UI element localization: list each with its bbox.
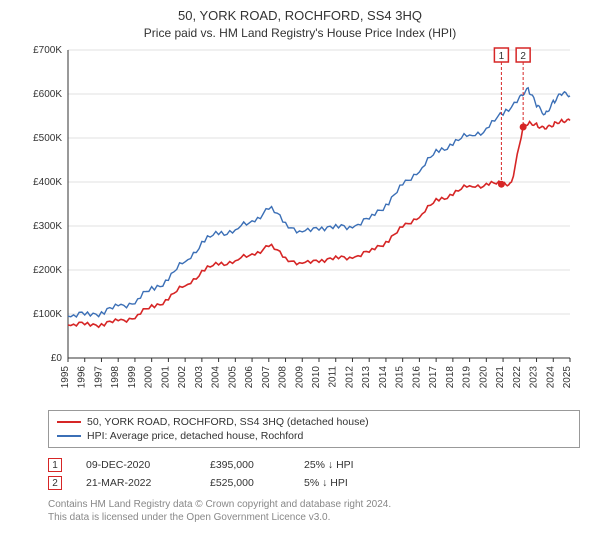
- chart-subtitle: Price paid vs. HM Land Registry's House …: [0, 23, 600, 44]
- svg-text:2023: 2023: [529, 366, 540, 389]
- svg-text:2: 2: [520, 51, 526, 62]
- svg-text:2000: 2000: [144, 366, 155, 389]
- svg-text:£300K: £300K: [33, 221, 62, 232]
- legend-swatch: [57, 435, 81, 437]
- svg-text:1997: 1997: [93, 366, 104, 389]
- legend-row: HPI: Average price, detached house, Roch…: [57, 429, 571, 443]
- svg-text:2004: 2004: [211, 366, 222, 389]
- chart-plot-area: £0 £100K £200K £300K £400K £500K £600K £700K 199…: [20, 44, 580, 404]
- svg-text:2008: 2008: [278, 366, 289, 389]
- transaction-price: £395,000: [210, 459, 280, 471]
- svg-text:2012: 2012: [344, 366, 355, 389]
- svg-text:£600K: £600K: [33, 89, 62, 100]
- svg-text:2019: 2019: [462, 366, 473, 389]
- chart-container: 50, YORK ROAD, ROCHFORD, SS4 3HQ Price p…: [0, 0, 600, 560]
- svg-text:1999: 1999: [127, 366, 138, 389]
- svg-text:2007: 2007: [261, 366, 272, 389]
- svg-text:£200K: £200K: [33, 265, 62, 276]
- legend-swatch: [57, 421, 81, 423]
- svg-text:£700K: £700K: [33, 45, 62, 56]
- attribution-text: Contains HM Land Registry data © Crown c…: [48, 498, 580, 524]
- marker-transaction-list: 1 09-DEC-2020 £395,000 25% ↓ HPI 2 21-MAR-202…: [48, 456, 580, 492]
- transaction-date: 21-MAR-2022: [86, 477, 186, 489]
- transaction-hpi-delta: 25% ↓ HPI: [304, 459, 354, 471]
- svg-text:2017: 2017: [428, 366, 439, 389]
- transaction-date: 09-DEC-2020: [86, 459, 186, 471]
- transaction-row: 2 21-MAR-2022 £525,000 5% ↓ HPI: [48, 474, 580, 492]
- svg-text:2005: 2005: [227, 366, 238, 389]
- svg-text:1996: 1996: [77, 366, 88, 389]
- transaction-row: 1 09-DEC-2020 £395,000 25% ↓ HPI: [48, 456, 580, 474]
- svg-text:1995: 1995: [60, 366, 71, 389]
- chart-title: 50, YORK ROAD, ROCHFORD, SS4 3HQ: [0, 0, 600, 23]
- legend-label: 50, YORK ROAD, ROCHFORD, SS4 3HQ (detach…: [87, 416, 369, 428]
- svg-text:2009: 2009: [294, 366, 305, 389]
- svg-text:2022: 2022: [512, 366, 523, 389]
- svg-text:1: 1: [499, 51, 505, 62]
- svg-text:2006: 2006: [244, 366, 255, 389]
- attribution-line-2: This data is licensed under the Open Gov…: [48, 511, 580, 524]
- legend: 50, YORK ROAD, ROCHFORD, SS4 3HQ (detach…: [48, 410, 580, 448]
- transaction-hpi-delta: 5% ↓ HPI: [304, 477, 348, 489]
- svg-text:2025: 2025: [562, 366, 573, 389]
- svg-text:2003: 2003: [194, 366, 205, 389]
- svg-text:2018: 2018: [445, 366, 456, 389]
- svg-text:2013: 2013: [361, 366, 372, 389]
- attribution-line-1: Contains HM Land Registry data © Crown c…: [48, 498, 580, 511]
- svg-text:2020: 2020: [478, 366, 489, 389]
- svg-text:£0: £0: [51, 353, 63, 364]
- svg-text:£100K: £100K: [33, 309, 62, 320]
- svg-text:£500K: £500K: [33, 133, 62, 144]
- svg-text:2010: 2010: [311, 366, 322, 389]
- svg-text:2001: 2001: [160, 366, 171, 389]
- svg-text:2014: 2014: [378, 366, 389, 389]
- transaction-marker-icon: 2: [48, 476, 62, 490]
- svg-text:2024: 2024: [545, 366, 556, 389]
- line-chart-svg: £0 £100K £200K £300K £400K £500K £600K £700K 199…: [20, 44, 580, 404]
- svg-text:£400K: £400K: [33, 177, 62, 188]
- svg-text:2002: 2002: [177, 366, 188, 389]
- svg-text:2011: 2011: [328, 366, 339, 388]
- legend-row: 50, YORK ROAD, ROCHFORD, SS4 3HQ (detach…: [57, 415, 571, 429]
- svg-text:2021: 2021: [495, 366, 506, 389]
- svg-text:2015: 2015: [395, 366, 406, 389]
- transaction-marker-icon: 1: [48, 458, 62, 472]
- svg-text:1998: 1998: [110, 366, 121, 389]
- legend-label: HPI: Average price, detached house, Roch…: [87, 430, 303, 442]
- transaction-price: £525,000: [210, 477, 280, 489]
- svg-text:2016: 2016: [411, 366, 422, 389]
